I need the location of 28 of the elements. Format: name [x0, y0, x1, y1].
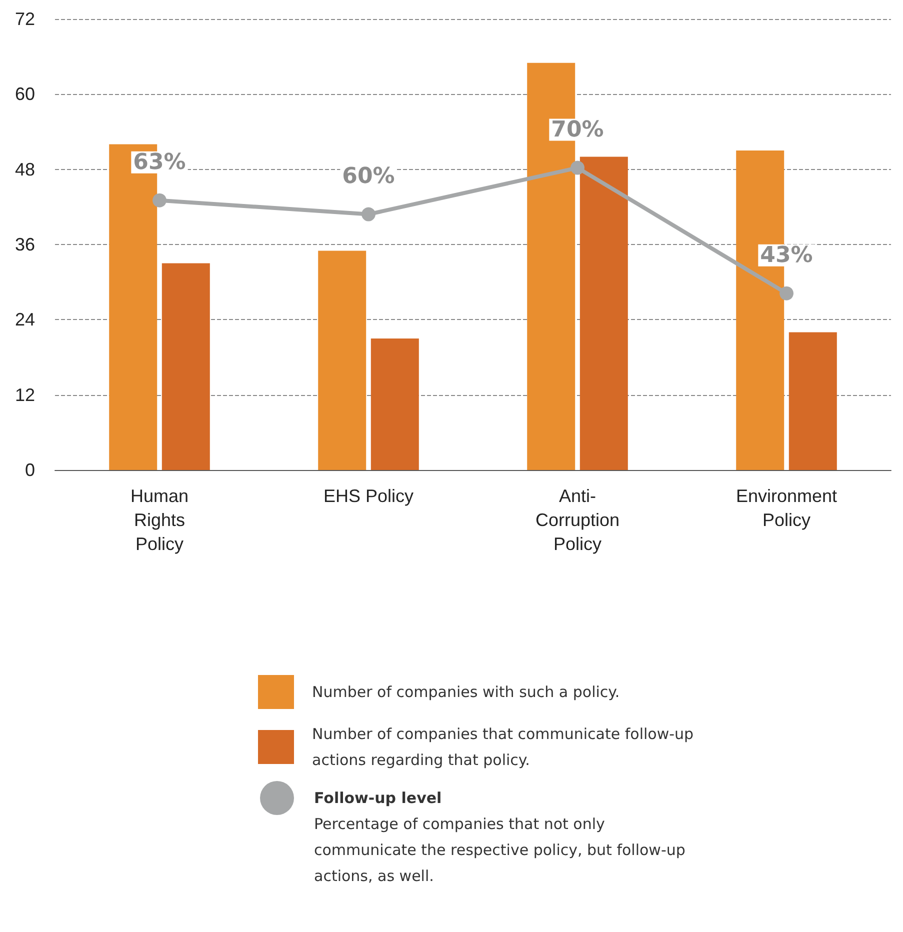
text: Percentage of companies that not only communicate the respective policy, but follow-up actions, as well.: [314, 814, 686, 887]
x-tick-label: Human Rights Policy: [130, 486, 189, 554]
point: [152, 193, 166, 208]
y-tick-label: 60: [14, 84, 35, 104]
point: [362, 207, 376, 222]
bar: [318, 250, 366, 470]
y-tick-label: 24: [14, 310, 35, 330]
legend-label: Follow-up level: [314, 788, 443, 809]
x-tick-label: EHS Policy: [323, 486, 414, 506]
legend-label: Number of companies that communicate follow-up actions regarding that policy.: [312, 724, 695, 771]
data-label: 63%: [133, 150, 186, 175]
data-label: 60%: [342, 164, 395, 189]
y-tick-label: 12: [14, 384, 35, 405]
point: [570, 160, 584, 175]
y-tick-label: 0: [24, 460, 35, 480]
data-label: 70%: [551, 117, 604, 142]
legend-label: Number of companies with such a policy.: [312, 682, 620, 703]
bar: [580, 156, 628, 470]
y-tick-label: 72: [14, 9, 35, 29]
bar: [162, 263, 210, 470]
x-tick-label: Environment Policy: [736, 486, 838, 530]
y-tick-label: 36: [14, 234, 35, 254]
bar: [788, 332, 837, 470]
x-tick-label: Anti-Corruption Policy: [535, 486, 620, 554]
point: [780, 286, 794, 300]
data-label: 43%: [760, 242, 813, 268]
bar: [370, 338, 419, 470]
y-tick-label: 48: [14, 159, 35, 180]
